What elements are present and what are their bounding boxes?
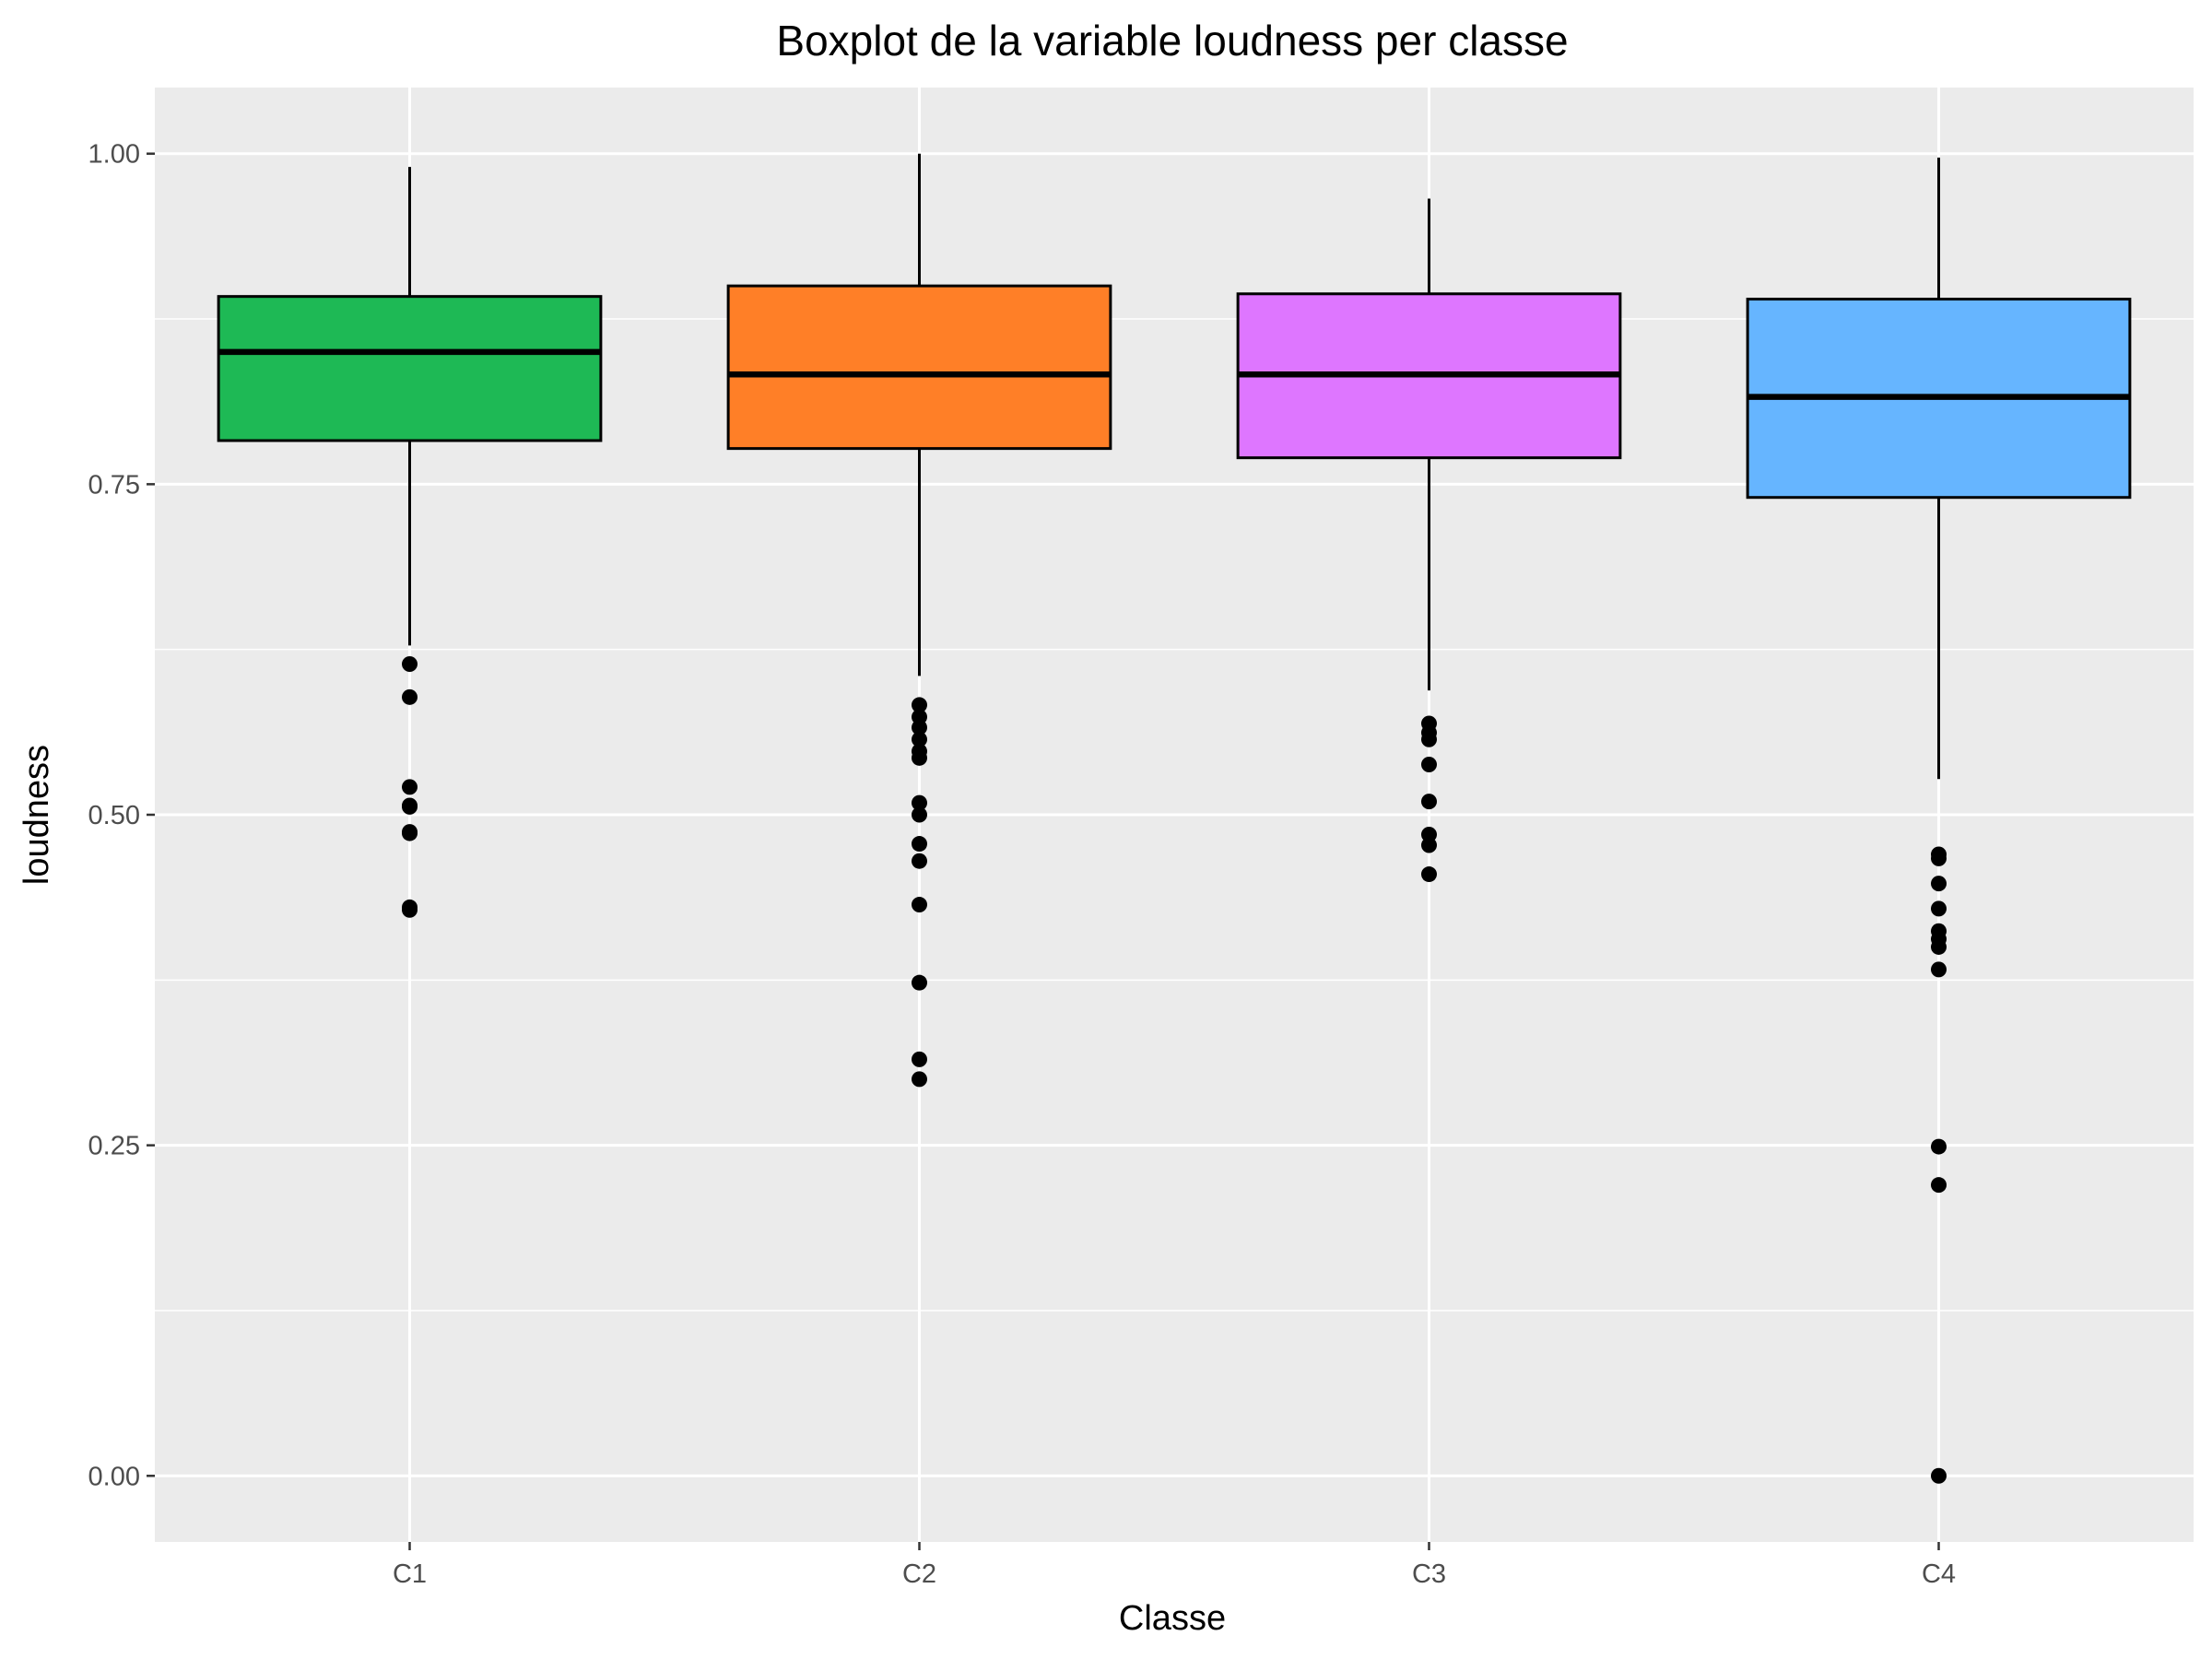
y-axis-title: loudness: [18, 745, 56, 885]
box-c1: [217, 167, 603, 918]
x-tick-label: C1: [393, 1559, 427, 1589]
y-tick-label: 1.00: [88, 140, 140, 170]
chart-title: Boxplot de la variable loudness per clas…: [776, 17, 1568, 65]
outlier-point: [912, 1071, 927, 1088]
outlier-point: [912, 697, 927, 713]
iqr-box: [726, 284, 1112, 451]
outlier-point: [402, 779, 418, 795]
boxes: [217, 153, 2132, 1484]
x-tick-label: C2: [902, 1559, 936, 1589]
axes: 0.00 0.25 0.50 0.75 1.00 C1 C2 C3 C4: [88, 140, 1956, 1589]
outlier-point: [1931, 1138, 1947, 1155]
iqr-box: [217, 295, 603, 442]
outlier-point: [402, 825, 418, 841]
outlier-point: [1931, 876, 1947, 892]
outlier-point: [912, 731, 927, 747]
x-tick-label: C3: [1412, 1559, 1446, 1589]
y-tick-label: 0.00: [88, 1462, 140, 1491]
outlier-point: [402, 901, 418, 918]
outlier-point: [912, 749, 927, 766]
outlier-point: [1931, 900, 1947, 917]
outlier-point: [912, 719, 927, 735]
outlier-point: [402, 655, 418, 672]
outlier-point: [1931, 1467, 1947, 1484]
box-c4: [1746, 158, 2132, 1484]
outlier-point: [912, 1051, 927, 1067]
y-tick-label: 0.75: [88, 470, 140, 500]
outlier-point: [912, 853, 927, 869]
outlier-point: [1421, 837, 1437, 853]
box-c2: [726, 153, 1112, 1088]
x-axis-title: Classe: [1119, 1599, 1226, 1638]
y-tick-label: 0.50: [88, 801, 140, 830]
outlier-point: [1421, 866, 1437, 883]
outlier-point: [402, 688, 418, 705]
y-tick-label: 0.25: [88, 1132, 140, 1161]
outlier-point: [1421, 794, 1437, 810]
outlier-point: [1931, 1177, 1947, 1194]
outlier-point: [912, 794, 927, 811]
outlier-point: [912, 897, 927, 913]
outlier-point: [1931, 850, 1947, 866]
outlier-point: [1421, 731, 1437, 747]
outlier-point: [402, 798, 418, 815]
outlier-point: [912, 806, 927, 823]
outlier-point: [1421, 756, 1437, 772]
box-c3: [1236, 198, 1622, 883]
outlier-point: [912, 836, 927, 853]
outlier-point: [1931, 938, 1947, 955]
outlier-point: [1931, 961, 1947, 978]
x-tick-label: C4: [1922, 1559, 1956, 1589]
outlier-point: [912, 974, 927, 991]
